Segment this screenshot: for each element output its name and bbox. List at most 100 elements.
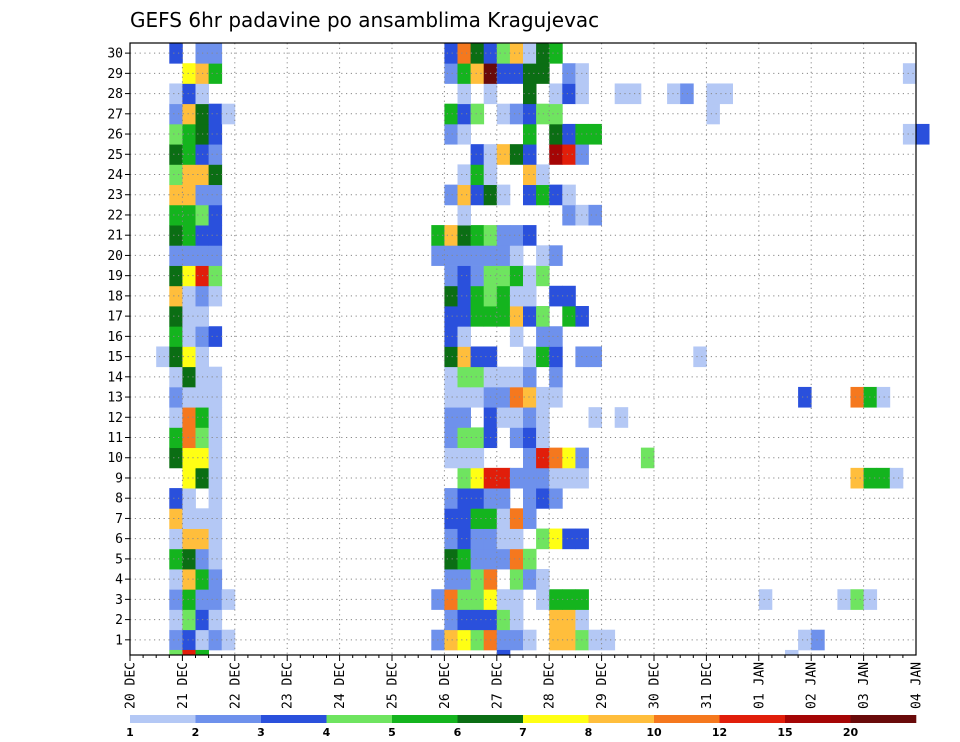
heatmap-cell [182,569,196,590]
heatmap-cell [169,548,183,570]
colorbar-label: 7 [519,726,527,739]
heatmap-cell [169,43,183,64]
heatmap-cell [509,386,524,408]
y-tick-label: 28 [107,87,123,102]
y-tick-label: 25 [107,148,123,163]
x-tick-label: 26 DEC [438,662,453,709]
heatmap-cell [470,366,485,388]
grid-lines [130,43,916,655]
heatmap-cell [169,407,183,428]
heatmap-cell [470,589,485,610]
heatmap-cell [509,609,524,631]
heatmap-cell [169,649,183,656]
heatmap-cell [182,225,196,246]
heatmap-cell [208,164,223,186]
heatmap-cell [169,326,183,347]
heatmap-cell [509,63,524,84]
heatmap-cell [798,629,812,651]
heatmap-cell [457,245,471,266]
x-tick-label: 25 DEC [386,662,401,709]
heatmap-cell [496,508,511,529]
heatmap-cell [444,326,458,347]
heatmap-cell [208,629,223,651]
x-tick-label: 03 JAN [857,662,872,709]
heatmap-cell [496,386,511,408]
heatmap-cell [444,569,458,590]
heatmap-cell [457,63,471,84]
heatmap-cell [169,629,183,651]
heatmap-cell [549,528,563,550]
heatmap-cell [169,204,183,226]
heatmap-cell [457,467,471,489]
heatmap-cell [470,164,485,186]
heatmap-cell [496,488,511,509]
heatmap-cell [182,447,196,469]
heatmap-cell [496,285,511,307]
heatmap-cell [470,306,485,327]
heatmap-cell [470,629,485,651]
colorbar-swatch [130,715,196,723]
colorbar-swatch [195,715,262,723]
heatmap-cell [509,326,524,347]
heatmap-cell [523,346,537,368]
heatmap-cell [640,447,655,469]
heatmap-cell [444,427,458,449]
heatmap-cell [470,245,485,266]
colorbar-swatch [523,715,589,723]
heatmap-cell [523,629,537,651]
heatmap-cell [470,467,485,489]
heatmap-cell [169,386,183,408]
heatmap-cell [169,245,183,266]
heatmap-cell [549,43,563,64]
colorbar-swatch [326,715,393,723]
x-tick-label: 22 DEC [228,662,243,709]
heatmap-cell [444,609,458,631]
heatmap-cell [208,366,223,388]
heatmap-cell [509,467,524,489]
heatmap-cell [444,285,458,307]
heatmap-cell [169,123,183,145]
heatmap-cell [444,306,458,327]
heatmap-cell [523,407,537,428]
heatmap-cell [470,63,485,84]
colorbar-swatch [654,715,720,723]
heatmap-cell [496,144,511,165]
heatmap-cell [562,204,576,226]
heatmap-cell [457,43,471,64]
heatmap-cell [444,447,458,469]
heatmap-cell [457,123,471,145]
heatmap-cell [208,184,223,206]
colorbar-swatch [785,715,851,723]
heatmap-cell [889,467,904,489]
heatmap-cell [457,326,471,347]
heatmap-cell [457,427,471,449]
heatmap-cell [182,123,196,145]
y-tick-label: 2 [115,613,123,628]
heatmap-cell [549,629,563,651]
heatmap-cell [208,144,223,165]
heatmap-cell [470,184,485,206]
heatmap-cell [444,366,458,388]
heatmap-cell [523,184,537,206]
heatmap-cell [509,306,524,327]
heatmap-cell [549,326,563,347]
heatmap-cell [470,103,485,125]
y-tick-label: 15 [107,350,123,365]
heatmap-cell [614,407,629,428]
colorbar-swatch [588,715,655,723]
heatmap-cell [208,528,223,550]
heatmap-cell [182,306,196,327]
heatmap-cell [562,285,576,307]
y-tick-label: 9 [115,471,123,486]
heatmap-cell [706,83,720,105]
heatmap-cell [169,184,183,206]
y-tick-label: 14 [107,370,123,385]
y-tick-label: 1 [115,633,123,648]
heatmap-cell [182,346,196,368]
heatmap-cell [457,609,471,631]
heatmap-cell [169,285,183,307]
heatmap-cell [798,386,812,408]
heatmap-cell [182,467,196,489]
heatmap-cell [549,83,563,105]
heatmap-cell [562,447,576,469]
